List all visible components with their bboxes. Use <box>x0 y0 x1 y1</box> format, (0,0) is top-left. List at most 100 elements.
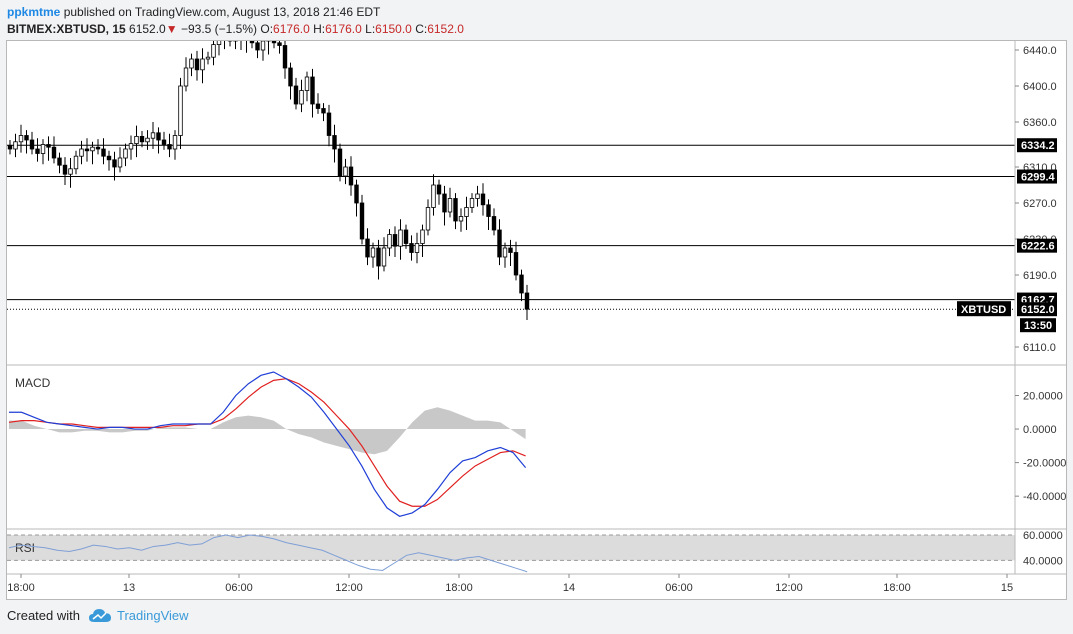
candle-down <box>84 148 90 152</box>
candle-down <box>513 252 519 276</box>
price-tick-label: 6440.0 <box>1023 45 1057 57</box>
close-value: 6152.0 <box>427 22 464 36</box>
rsi-band <box>7 535 1015 561</box>
publish-line: ppkmtme published on TradingView.com, Au… <box>7 4 464 21</box>
candle-up <box>381 247 387 267</box>
candle-up <box>150 132 156 139</box>
chart-svg[interactable]: XBTUSD MACD RSI 6440.06400.06360.06310.0… <box>7 14 1066 599</box>
candle-up <box>18 135 24 143</box>
level-label-box <box>1017 169 1057 184</box>
price-tick-label: 6360.0 <box>1023 117 1057 129</box>
candle-down <box>62 164 68 175</box>
rsi-tick-label: 60.0000 <box>1023 530 1063 542</box>
price-pane[interactable]: XBTUSD <box>7 14 1015 320</box>
macd-tick-label: -40.0000 <box>1023 491 1066 503</box>
candle-up <box>68 168 73 175</box>
down-arrow-icon: ▼ <box>165 22 178 36</box>
candle-up <box>343 166 348 177</box>
candle-down <box>46 144 51 148</box>
macd-label: MACD <box>15 376 51 390</box>
candle-up <box>469 198 475 208</box>
chart-header: ppkmtme published on TradingView.com, Au… <box>7 4 464 38</box>
rsi-line <box>8 534 528 573</box>
rsi-pane[interactable]: RSI <box>7 534 1015 573</box>
high-value: 6176.0 <box>325 22 362 36</box>
level-label: 6299.4 <box>1021 172 1056 184</box>
candle-down <box>403 229 409 244</box>
candle-up <box>260 40 266 51</box>
candle-up <box>458 216 464 222</box>
last-price-box <box>1017 302 1057 317</box>
candle-up <box>299 90 304 105</box>
candle-down <box>249 38 255 44</box>
time-tick-label: 18:00 <box>7 582 35 594</box>
tradingview-cloud-icon <box>88 608 111 622</box>
candle-down <box>365 238 370 258</box>
candle-down <box>409 243 414 253</box>
candle-down <box>35 148 40 154</box>
rsi-label: RSI <box>15 541 35 555</box>
symbol-tag: XBTUSD <box>961 304 1006 316</box>
low-value: 6150.0 <box>375 22 412 36</box>
candle-down <box>106 155 112 161</box>
last-price: 6152.0 <box>129 22 166 36</box>
level-label-box <box>1017 138 1057 153</box>
candle-down <box>255 42 260 51</box>
candle-down <box>29 139 35 150</box>
candle-down <box>310 76 315 105</box>
candle-down <box>156 132 161 141</box>
candle-down <box>348 166 354 186</box>
time-tick-label: 14 <box>563 582 575 594</box>
close-label: C: <box>415 22 428 36</box>
time-tick-label: 15 <box>1001 582 1013 594</box>
price-tick-label: 6270.0 <box>1023 198 1057 210</box>
macd-signal-line <box>8 378 526 507</box>
candle-down <box>271 36 277 44</box>
candle-up <box>90 146 95 152</box>
open-value: 6176.0 <box>273 22 310 36</box>
candle-up <box>189 58 194 69</box>
ohlc-line: BITMEX:XBTUSD, 15 6152.0▼ −93.5 (−1.5%) … <box>7 21 464 38</box>
time-tick-label: 06:00 <box>225 582 253 594</box>
candle-up <box>145 137 150 143</box>
candle-down <box>524 292 530 310</box>
footer: Created with TradingView <box>7 608 189 623</box>
candle-down <box>282 45 288 69</box>
time-tick-label: 18:00 <box>883 582 911 594</box>
price-tick-label: 6400.0 <box>1023 81 1057 93</box>
axes-layer: 6440.06400.06360.06310.06270.06230.06190… <box>7 41 1066 594</box>
macd-pane[interactable]: MACD <box>8 371 527 517</box>
candle-up <box>205 56 211 60</box>
candle-up <box>79 148 84 157</box>
candle-down <box>288 67 293 87</box>
candle-down <box>194 58 200 71</box>
candle-down <box>519 274 524 294</box>
high-label: H: <box>313 22 326 36</box>
candle-down <box>101 148 106 157</box>
author-link[interactable]: ppkmtme <box>7 5 61 19</box>
candle-down <box>293 85 299 105</box>
time-tick-label: 13 <box>123 582 135 594</box>
candle-up <box>216 35 222 45</box>
candle-up <box>183 67 189 87</box>
macd-tick-label: -20.0000 <box>1023 458 1066 470</box>
candle-up <box>73 155 79 170</box>
candle-up <box>420 229 425 244</box>
candle-up <box>13 141 18 150</box>
candle-up <box>123 148 128 159</box>
open-label: O: <box>260 22 274 36</box>
candle-down <box>376 247 381 267</box>
candle-down <box>112 159 117 168</box>
candle-up <box>200 58 205 71</box>
tradingview-brand-link[interactable]: TradingView <box>116 608 189 623</box>
macd-line <box>9 371 527 517</box>
candle-up <box>502 247 508 258</box>
created-with-text: Created with <box>7 608 80 623</box>
symbol-label[interactable]: BITMEX:XBTUSD, 15 <box>7 22 126 36</box>
candle-down <box>139 136 145 143</box>
candle-down <box>480 193 486 206</box>
price-change: −93.5 (−1.5%) <box>180 22 258 36</box>
chart-area[interactable]: XBTUSD MACD RSI 6440.0 6400.0 6360.0 6310.0… <box>6 14 1067 600</box>
low-label: L: <box>365 22 376 36</box>
candle-down <box>497 229 502 258</box>
